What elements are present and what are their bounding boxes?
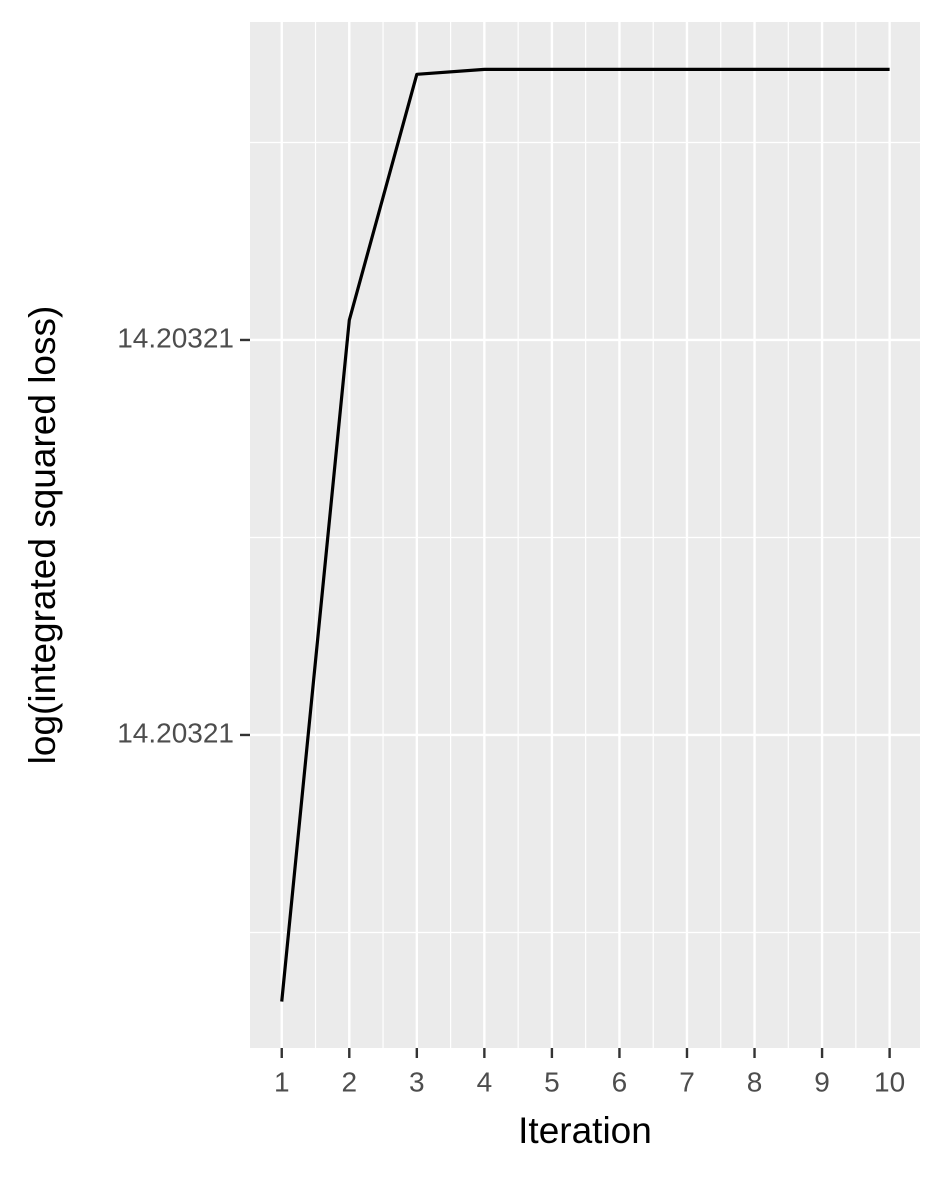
x-tick-label: 3 — [409, 1066, 425, 1097]
x-tick-label: 1 — [274, 1066, 290, 1097]
panel — [250, 22, 920, 1048]
x-tick-label: 8 — [747, 1066, 763, 1097]
x-tick-label: 2 — [341, 1066, 357, 1097]
line — [280, 67, 890, 1002]
grid — [250, 22, 920, 1048]
y-tick-label: 14.20321 — [117, 322, 234, 353]
x-axis-title: Iteration — [518, 1110, 652, 1151]
x-tick-label: 4 — [477, 1066, 493, 1097]
marks — [280, 67, 890, 1002]
x-tick-label: 5 — [544, 1066, 560, 1097]
x-tick-label: 7 — [679, 1066, 695, 1097]
x-tick-label: 10 — [874, 1066, 905, 1097]
x-tick-label: 6 — [612, 1066, 628, 1097]
x-tick-label: 9 — [814, 1066, 830, 1097]
y-axis-title: log(integrated squared loss) — [22, 306, 63, 765]
y-tick-label: 14.20321 — [117, 717, 234, 748]
